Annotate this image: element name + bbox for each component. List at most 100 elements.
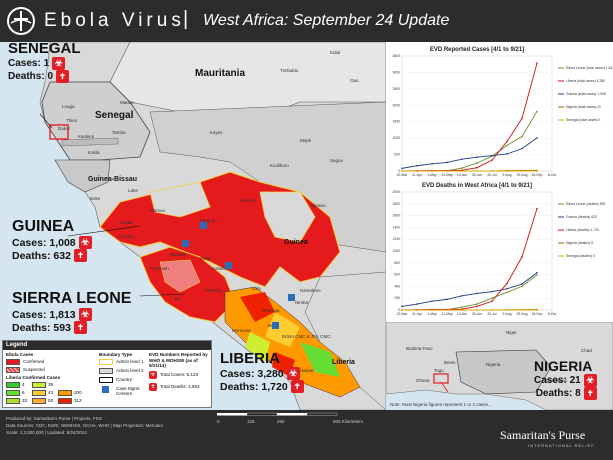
y-tick-label: 800 bbox=[394, 261, 400, 265]
case-mgmt-center-icon[interactable] bbox=[272, 322, 279, 329]
place-label: Matam bbox=[120, 100, 134, 105]
nigeria-inset-map[interactable]: Niger Chad Burkina Faso Benin Nigeria Ghana Ca… bbox=[386, 322, 613, 410]
deaths-icon: ✝ bbox=[583, 387, 597, 400]
place-label: Lofa bbox=[252, 286, 261, 291]
data-point bbox=[491, 159, 493, 161]
callout-nigeria-cases: Cases: 21 ☣ bbox=[534, 374, 597, 387]
callout-nigeria-name: NIGERIA bbox=[534, 358, 593, 374]
y-tick-label: 0 bbox=[398, 169, 400, 173]
data-point bbox=[416, 170, 418, 172]
charts-panel: EVD Reported Cases [4/1 to 9/21] 0 500 1000… bbox=[386, 42, 613, 322]
data-point bbox=[461, 170, 463, 172]
place-label: Dakar bbox=[58, 126, 71, 131]
legend-entry: Senegal (total cases) 1 bbox=[566, 118, 601, 122]
data-point bbox=[521, 135, 523, 138]
data-point bbox=[476, 166, 478, 169]
place-label: Tamba bbox=[112, 130, 126, 135]
x-tick-label: 30-Jun bbox=[472, 312, 482, 316]
place-label: Boke bbox=[90, 196, 101, 201]
data-point bbox=[461, 167, 463, 169]
place-label: Kono bbox=[200, 256, 211, 261]
biohazard-icon: ☣ bbox=[78, 308, 92, 321]
header-bar: Ebola Virus | West Africa: September 24 … bbox=[0, 0, 613, 42]
y-tick-label: 200 bbox=[394, 296, 400, 300]
guinea-unaffected-area-2 bbox=[149, 181, 211, 218]
callout-sierra-leone-cases: Cases: 1,813 ☣ bbox=[12, 308, 131, 321]
x-tick-label: 21-May bbox=[441, 173, 453, 177]
legend-country: Country bbox=[116, 377, 133, 382]
callout-guinea-name: GUINEA bbox=[12, 218, 75, 235]
y-tick-label: 1600 bbox=[392, 214, 400, 218]
place-labels: Dakar Thies Louga Matam Kaolack Tamba Kolda Lab… bbox=[58, 100, 321, 373]
data-point bbox=[506, 282, 508, 285]
data-point bbox=[401, 305, 403, 308]
callout-nigeria: NIGERIA Cases: 21 ☣ Deaths: 8 ✝ bbox=[534, 358, 597, 400]
data-point bbox=[461, 295, 463, 297]
data-point bbox=[491, 154, 493, 157]
x-tick-label: 10-Jun bbox=[457, 312, 467, 316]
liberia-bin-swatch bbox=[32, 382, 46, 388]
deaths-icon: ✝ bbox=[73, 321, 87, 334]
sierra-leone-leader-line bbox=[139, 293, 186, 297]
data-point bbox=[506, 287, 508, 290]
callout-nigeria-deaths: Deaths: 8 ✝ bbox=[534, 387, 597, 400]
scale-bar: 0 125 250 500 Kilometers bbox=[217, 412, 364, 424]
liberia-cases-text: Cases: 3,280 bbox=[220, 367, 284, 380]
data-point bbox=[461, 309, 463, 311]
guinea-deaths-text: Deaths: 632 bbox=[12, 249, 71, 262]
data-point bbox=[476, 309, 478, 311]
place-label: Sikasso bbox=[310, 203, 326, 208]
legend-total-cases: Total Cases: 6,123 bbox=[160, 372, 199, 377]
x-tick-label: 1-May bbox=[427, 173, 437, 177]
liberia-bin-label: 200 bbox=[74, 390, 82, 395]
data-point bbox=[446, 298, 448, 301]
x-tick-label: 1-May bbox=[427, 312, 437, 316]
callout-senegal: SENEGAL Cases: 1 ☣ Deaths: 0 ✝ bbox=[8, 40, 81, 83]
data-point bbox=[536, 207, 538, 210]
callout-guinea: GUINEA Cases: 1,008 ☣ Deaths: 632 ✝ bbox=[12, 218, 92, 262]
place-label: Timbuktu bbox=[280, 68, 299, 73]
y-tick-label: 0 bbox=[398, 308, 400, 312]
legend-entry: Senegal (deaths) 0 bbox=[566, 254, 595, 258]
chart-2: EVD Deaths in West Africa [4/1 to 9/21] 0… bbox=[392, 183, 605, 316]
inset-place-label: Burkina Faso bbox=[406, 346, 433, 351]
data-point bbox=[521, 117, 523, 120]
legend-entry: Nigeria (deaths) 8 bbox=[566, 241, 593, 245]
callout-guinea-deaths: Deaths: 632 ✝ bbox=[12, 249, 92, 262]
x-tick-label: 11-Apr bbox=[412, 312, 423, 316]
case-mgmt-center-icon[interactable] bbox=[200, 222, 207, 229]
data-point bbox=[521, 147, 523, 150]
y-tick-label: 1200 bbox=[392, 237, 400, 241]
biohazard-icon: ☣ bbox=[583, 374, 597, 387]
data-point bbox=[521, 256, 523, 258]
legend-suspected: Suspected bbox=[23, 367, 45, 372]
liberia-bin-label: 4 bbox=[22, 382, 25, 387]
data-point bbox=[491, 297, 493, 299]
legend-entry: Sierra Leone (total cases) 1,813 bbox=[566, 66, 613, 70]
x-tick-label: 20-Jul bbox=[487, 173, 496, 177]
case-mgmt-center-icon[interactable] bbox=[225, 262, 232, 269]
place-label: Bo bbox=[175, 296, 181, 301]
data-point bbox=[506, 153, 508, 155]
case-mgmt-center-icon[interactable] bbox=[182, 240, 189, 247]
callout-sierra-leone-name: SIERRA LEONE bbox=[12, 290, 132, 307]
map-legend: Legend Ebola Cases Confirmed Suspected L… bbox=[2, 340, 212, 408]
legend-admin1: Admin level 1 bbox=[116, 359, 144, 364]
senegal-highlight-box bbox=[49, 124, 69, 140]
scale-tick-0: 0 bbox=[217, 419, 220, 424]
inset-nigeria bbox=[455, 349, 552, 395]
nigeria-cases-text: Cases: 21 bbox=[534, 375, 581, 386]
legend-admin1-swatch bbox=[99, 359, 113, 365]
y-tick-label: 1500 bbox=[392, 120, 400, 124]
scale-tick-1: 125 bbox=[247, 419, 255, 424]
chart-title: EVD Reported Cases [4/1 to 9/21] bbox=[430, 47, 524, 53]
data-point bbox=[536, 309, 538, 311]
place-label: Mopti bbox=[300, 138, 311, 143]
map-canvas: Mauritania Senegal Guinea-Bissau Guinea … bbox=[39, 42, 386, 410]
liberia-bin-swatch bbox=[6, 398, 20, 404]
biohazard-icon: ☣ bbox=[78, 236, 92, 249]
case-mgmt-center-icon[interactable] bbox=[288, 294, 295, 301]
liberia-county-low-2 bbox=[245, 332, 270, 362]
x-tick-label: 20-Jul bbox=[487, 312, 496, 316]
data-point bbox=[431, 309, 433, 311]
